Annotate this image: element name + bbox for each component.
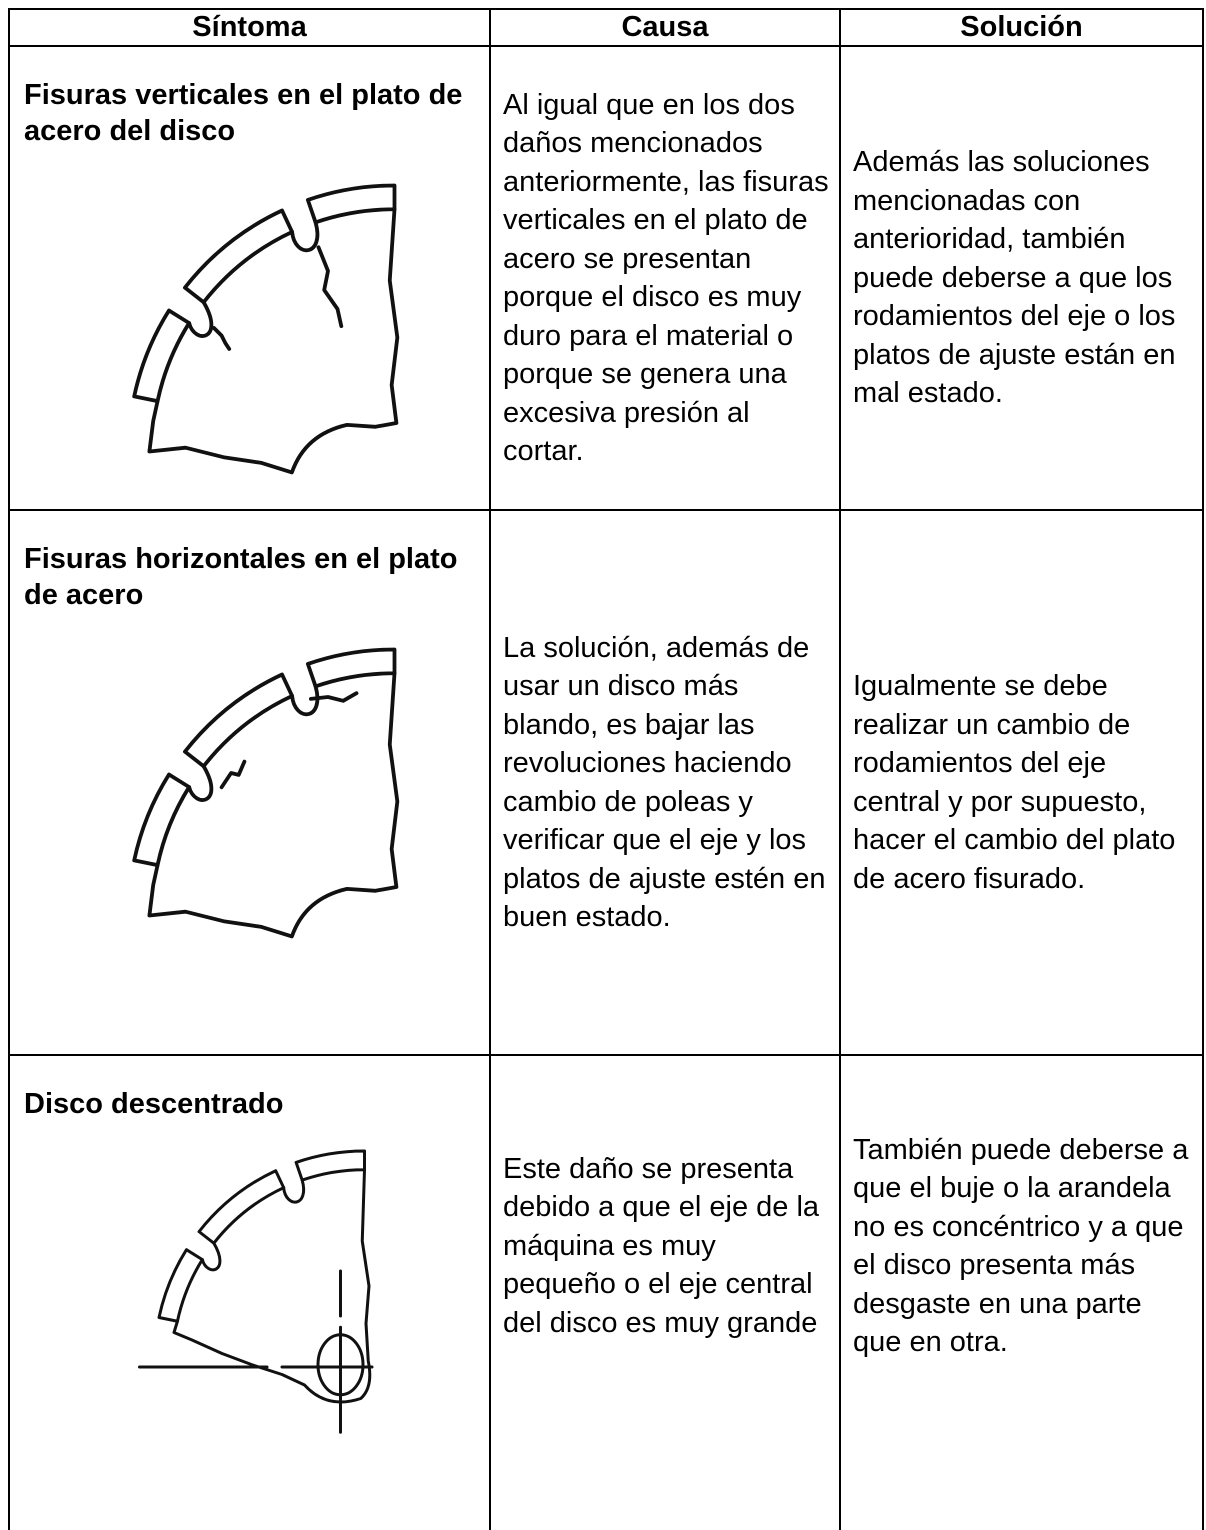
cause-text: Este daño se presenta debido a que el ej… — [503, 1152, 820, 1339]
border — [8, 8, 1204, 10]
cause-cell: Este daño se presenta debido a que el ej… — [491, 1056, 839, 1436]
column-header: Solución — [960, 11, 1083, 43]
border — [8, 8, 10, 1530]
solution-cell: Además las soluciones mencionadas con an… — [841, 47, 1202, 509]
solution-cell: Igualmente se debe realizar un cambio de… — [841, 511, 1202, 1054]
illustration — [137, 1149, 373, 1434]
cause-text: La solución, además de usar un disco más… — [503, 631, 826, 934]
border — [8, 45, 1204, 47]
symptom-title: Fisuras verticales en el plato de acero … — [24, 79, 463, 147]
border — [1202, 8, 1204, 1530]
symptom-cell: Disco descentrado — [10, 1056, 489, 1530]
illustration — [131, 647, 399, 939]
cause-cell: La solución, además de usar un disco más… — [491, 511, 839, 1054]
cause-cell: Al igual que en los dos daños mencionado… — [491, 47, 839, 509]
border — [489, 8, 491, 1530]
symptom-title: Fisuras horizontales en el plato de acer… — [24, 543, 458, 611]
cause-text: Al igual que en los dos daños mencionado… — [503, 88, 829, 468]
illustration — [131, 183, 399, 475]
symptom-title: Disco descentrado — [24, 1088, 284, 1120]
symptom-cell: Fisuras verticales en el plato de acero … — [10, 47, 489, 509]
border — [839, 8, 841, 1530]
column-header: Síntoma — [192, 11, 307, 43]
symptom-cell: Fisuras horizontales en el plato de acer… — [10, 511, 489, 1054]
solution-text: Igualmente se debe realizar un cambio de… — [853, 670, 1176, 895]
border — [8, 509, 1204, 511]
solution-cell: También puede deberse a que el buje o la… — [841, 1056, 1202, 1436]
solution-text: También puede deberse a que el buje o la… — [853, 1133, 1189, 1359]
solution-text: Además las soluciones mencionadas con an… — [853, 146, 1176, 410]
column-header: Causa — [621, 11, 709, 43]
border — [8, 1054, 1204, 1056]
